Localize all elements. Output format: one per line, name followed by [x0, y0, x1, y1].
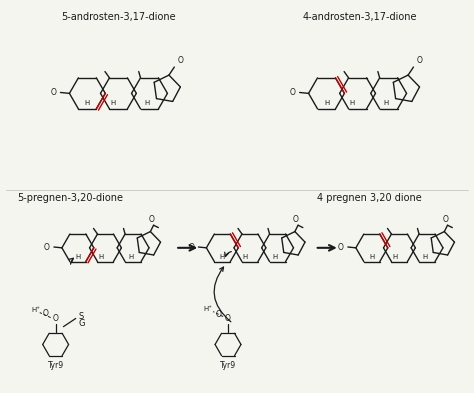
Text: H: H [392, 253, 397, 260]
Text: O: O [215, 310, 221, 319]
Text: O: O [189, 242, 194, 252]
Text: O: O [53, 314, 59, 323]
Text: H: H [243, 253, 248, 260]
Text: H: H [324, 100, 329, 106]
Text: G: G [78, 319, 85, 328]
Text: H⁺: H⁺ [204, 306, 213, 312]
Text: 4-androsten-3,17-dione: 4-androsten-3,17-dione [302, 12, 417, 22]
Text: S: S [79, 312, 84, 321]
Text: O: O [338, 242, 344, 252]
Text: H⁺: H⁺ [31, 307, 40, 312]
Text: H: H [98, 253, 103, 260]
Text: O: O [177, 56, 183, 65]
Text: H: H [128, 253, 133, 260]
Text: H: H [369, 253, 374, 260]
Text: H: H [383, 100, 389, 106]
Text: 5-pregnen-3,20-dione: 5-pregnen-3,20-dione [18, 193, 124, 203]
Text: H: H [144, 100, 149, 106]
Text: O: O [225, 314, 231, 323]
Text: O: O [442, 215, 448, 224]
Text: 4 pregnen 3,20 dione: 4 pregnen 3,20 dione [317, 193, 422, 203]
Text: H: H [422, 253, 427, 260]
Text: O: O [417, 56, 422, 65]
Text: H: H [110, 100, 116, 106]
Text: O: O [51, 88, 56, 97]
Text: O: O [148, 215, 154, 224]
Text: Tyr9: Tyr9 [47, 361, 64, 370]
Text: Tyr9: Tyr9 [220, 361, 236, 370]
Text: H: H [220, 253, 225, 260]
Text: O: O [44, 242, 50, 252]
Text: H: H [75, 253, 81, 260]
Text: H: H [349, 100, 355, 106]
Text: O: O [293, 215, 299, 224]
Text: O: O [290, 88, 296, 97]
Text: H: H [85, 100, 90, 106]
Text: H: H [273, 253, 278, 260]
Text: O: O [43, 309, 49, 318]
Text: 5-androsten-3,17-dione: 5-androsten-3,17-dione [61, 12, 176, 22]
